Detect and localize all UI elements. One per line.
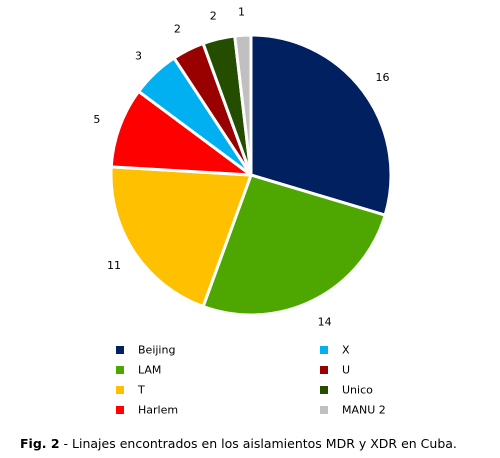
- legend-swatch-manu-2: [320, 406, 328, 414]
- pie-slice-lam: [201, 173, 387, 317]
- pie-value-labels: 16 14 11 5 3 2 2 1: [93, 5, 389, 328]
- pie-slice-manu-2: [233, 33, 253, 177]
- legend-swatch-lam: [116, 366, 124, 374]
- legend-swatch-beijing: [116, 346, 124, 354]
- pie-value-label-beijing: 16: [376, 71, 390, 84]
- pie-slice-harlem: [109, 89, 253, 177]
- legend-swatch-harlem: [116, 406, 124, 414]
- legend-item-unico: Unico: [320, 383, 373, 397]
- pie-value-label-x: 3: [135, 50, 142, 63]
- legend-item-x: X: [320, 343, 350, 357]
- legend-label-x: X: [342, 343, 350, 357]
- legend-label-unico: Unico: [342, 383, 373, 397]
- figure-caption-prefix: Fig. 2: [20, 436, 60, 451]
- figure-caption-text: - Linajes encontrados en los aislamiento…: [59, 436, 457, 451]
- legend-label-u: U: [342, 363, 351, 377]
- pie-slices: [109, 33, 393, 317]
- legend-item-lam: LAM: [116, 363, 161, 377]
- pie-value-label-unico: 2: [210, 9, 217, 22]
- legend-swatch-unico: [320, 386, 328, 394]
- legend-label-harlem: Harlem: [138, 403, 179, 417]
- legend-item-manu-2: MANU 2: [320, 403, 386, 417]
- legend-label-manu-2: MANU 2: [342, 403, 386, 417]
- legend-swatch-x: [320, 346, 328, 354]
- pie-chart: 16 14 11 5 3 2 2 1: [93, 5, 393, 329]
- pie-value-label-manu-2: 1: [238, 5, 245, 18]
- legend-item-harlem: Harlem: [116, 403, 178, 417]
- pie-value-label-lam: 14: [318, 316, 332, 329]
- legend-item-u: U: [320, 363, 350, 377]
- legend-label-beijing: Beijing: [138, 343, 176, 357]
- figure-caption: Fig. 2 - Linajes encontrados en los aisl…: [20, 436, 457, 451]
- legend-swatch-t: [116, 386, 124, 394]
- legend: Beijing LAM T Harlem X U Unico MANU 2: [116, 343, 416, 423]
- legend-label-lam: LAM: [138, 363, 162, 377]
- legend-label-t: T: [138, 383, 145, 397]
- legend-item-beijing: Beijing: [116, 343, 175, 357]
- pie-value-label-harlem: 5: [93, 113, 100, 126]
- pie-slice-t: [109, 165, 253, 309]
- pie-value-label-t: 11: [107, 259, 121, 272]
- legend-item-t: T: [116, 383, 145, 397]
- pie-slice-beijing: [249, 33, 393, 217]
- legend-swatch-u: [320, 366, 328, 374]
- pie-value-label-u: 2: [174, 22, 181, 35]
